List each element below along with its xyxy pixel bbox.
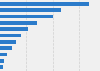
- Bar: [0, 27, 28, 31]
- Bar: [0, 65, 3, 69]
- Bar: [0, 46, 12, 50]
- Bar: [0, 15, 53, 18]
- Bar: [0, 59, 4, 63]
- Bar: [0, 53, 7, 56]
- Bar: [0, 40, 16, 44]
- Bar: [0, 21, 37, 25]
- Bar: [0, 8, 61, 12]
- Bar: [0, 34, 21, 37]
- Bar: [0, 2, 90, 6]
